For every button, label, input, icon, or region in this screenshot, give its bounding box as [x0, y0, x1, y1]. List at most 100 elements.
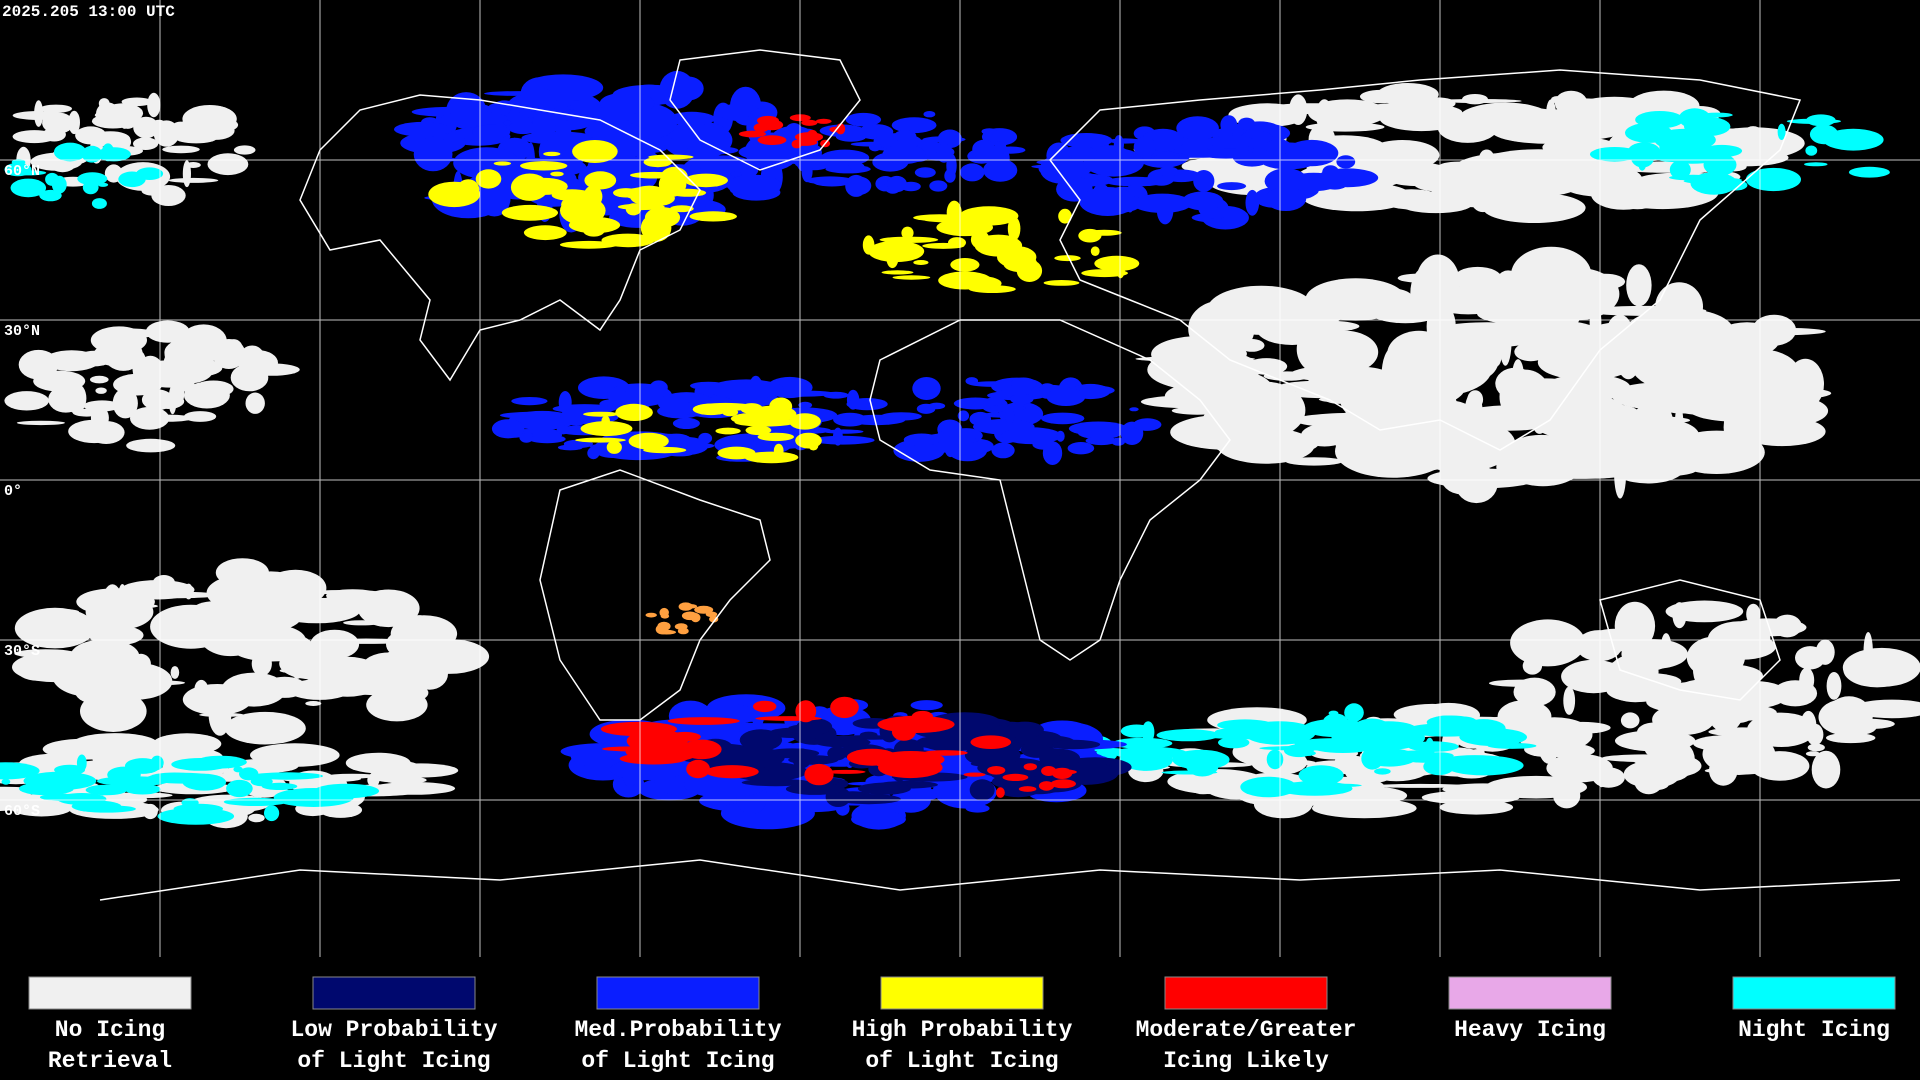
- cloud-patch: [491, 419, 525, 439]
- cloud-patch: [913, 260, 929, 265]
- cloud-patch: [40, 104, 72, 113]
- cloud-patch: [1773, 680, 1818, 707]
- cloud-patch: [1777, 123, 1786, 140]
- cloud-patch: [1054, 255, 1081, 262]
- cloud-patch: [879, 236, 939, 243]
- legend-label: Icing Likely: [1163, 1048, 1329, 1074]
- cloud-patch: [44, 350, 100, 372]
- cloud-patch: [48, 386, 84, 413]
- cloud-patch: [892, 275, 931, 280]
- cloud-patch: [1842, 647, 1920, 687]
- cloud-patch: [753, 700, 777, 713]
- cloud-patch: [136, 167, 164, 180]
- cloud-patch: [239, 345, 265, 370]
- cloud-patch: [131, 653, 151, 675]
- cloud-patch: [1161, 770, 1218, 775]
- cloud-patch: [689, 211, 737, 222]
- cloud-patch: [91, 198, 107, 209]
- cloud-patch: [938, 271, 992, 290]
- cloud-patch: [342, 594, 351, 612]
- cloud-patch: [1091, 183, 1111, 213]
- cloud-patch: [891, 117, 937, 134]
- cloud-patch: [1032, 439, 1056, 450]
- cloud-patch: [1643, 685, 1723, 700]
- cloud-patch: [1068, 421, 1128, 436]
- cloud-patch: [1415, 254, 1460, 313]
- cloud-patch: [193, 601, 236, 618]
- cloud-patch: [617, 203, 665, 211]
- cloud-patch: [684, 145, 739, 155]
- cloud-patch: [102, 584, 123, 624]
- cloud-patch: [1806, 723, 1824, 746]
- cloud-patch: [161, 359, 213, 384]
- cloud-field: [0, 70, 1920, 830]
- cloud-patch: [1605, 450, 1614, 471]
- cloud-patch: [10, 178, 47, 198]
- cloud-patch: [1323, 713, 1348, 731]
- cloud-patch: [1133, 136, 1156, 158]
- cloud-patch: [181, 115, 206, 136]
- legend-label: of Light Icing: [581, 1048, 774, 1074]
- cloud-patch: [1423, 758, 1455, 776]
- cloud-patch: [1345, 761, 1395, 784]
- cloud-patch: [851, 810, 906, 828]
- cloud-patch: [757, 432, 794, 442]
- cloud-patch: [23, 771, 97, 791]
- cloud-patch: [1023, 763, 1037, 771]
- cloud-patch: [184, 411, 217, 422]
- cloud-patch: [990, 404, 1026, 412]
- cloud-patch: [1590, 404, 1641, 426]
- cloud-patch: [366, 688, 428, 722]
- cloud-patch: [1238, 117, 1256, 130]
- cloud-patch: [709, 615, 719, 623]
- cloud-patch: [1632, 96, 1650, 111]
- cloud-patch: [946, 200, 962, 225]
- cloud-patch: [767, 390, 836, 397]
- cloud-patch: [1007, 216, 1021, 241]
- cloud-patch: [730, 171, 742, 177]
- cloud-patch: [130, 406, 170, 430]
- cloud-patch: [14, 607, 96, 649]
- cloud-patch: [914, 167, 936, 178]
- cloud-patch: [1352, 718, 1392, 741]
- cloud-patch: [963, 772, 986, 777]
- legend-swatch: [880, 976, 1044, 1010]
- cloud-patch: [409, 643, 418, 668]
- cloud-patch: [1466, 273, 1574, 316]
- cloud-patch: [1805, 145, 1818, 156]
- cloud-patch: [749, 405, 797, 423]
- cloud-patch: [875, 755, 938, 771]
- cloud-patch: [182, 160, 191, 188]
- latitude-label: 30°S: [4, 643, 40, 660]
- cloud-patch: [708, 379, 784, 400]
- cloud-patch: [557, 444, 583, 451]
- cloud-patch: [208, 692, 232, 736]
- cloud-patch: [233, 145, 256, 155]
- cloud-patch: [152, 733, 222, 755]
- legend-swatch: [596, 976, 760, 1010]
- cloud-patch: [880, 412, 922, 421]
- cloud-patch: [580, 421, 633, 437]
- cloud-patch: [475, 169, 502, 189]
- cloud-patch: [1786, 358, 1824, 410]
- cloud-patch: [1199, 148, 1253, 159]
- cloud-patch: [690, 613, 701, 623]
- cloud-patch: [1684, 116, 1731, 137]
- cloud-patch: [668, 700, 713, 732]
- cloud-patch: [738, 130, 767, 138]
- cloud-patch: [606, 440, 622, 454]
- cloud-patch: [264, 805, 280, 822]
- cloud-patch: [626, 729, 688, 753]
- cloud-patch: [394, 121, 451, 137]
- cloud-patch: [763, 756, 782, 772]
- cloud-patch: [1344, 703, 1364, 722]
- cloud-patch: [508, 121, 539, 135]
- cloud-patch: [326, 773, 378, 779]
- cloud-patch: [226, 779, 253, 798]
- cloud-patch: [251, 651, 272, 676]
- cloud-patch: [1085, 436, 1118, 446]
- cloud-patch: [1421, 790, 1520, 805]
- cloud-patch: [1772, 614, 1802, 638]
- cloud-patch: [1214, 728, 1247, 736]
- cloud-patch: [521, 177, 568, 195]
